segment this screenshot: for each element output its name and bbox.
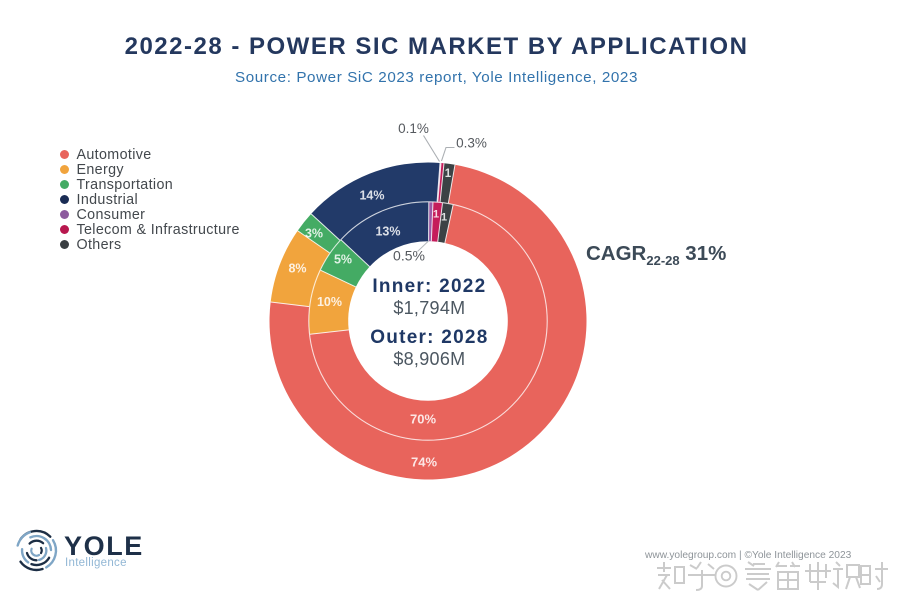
svg-text:13%: 13% [375,225,400,239]
svg-text:14%: 14% [359,189,384,203]
svg-text:0.3%: 0.3% [456,136,487,151]
svg-text:1: 1 [433,209,439,221]
svg-text:5%: 5% [334,253,352,267]
svg-text:1: 1 [441,212,447,224]
svg-text:0.5%: 0.5% [393,248,425,264]
svg-text:70%: 70% [410,412,436,427]
svg-text:0.1%: 0.1% [398,121,429,136]
svg-text:8%: 8% [288,262,306,276]
svg-text:74%: 74% [411,455,437,470]
svg-text:1: 1 [445,168,452,180]
svg-text:3%: 3% [305,227,323,241]
svg-text:10%: 10% [317,295,342,309]
